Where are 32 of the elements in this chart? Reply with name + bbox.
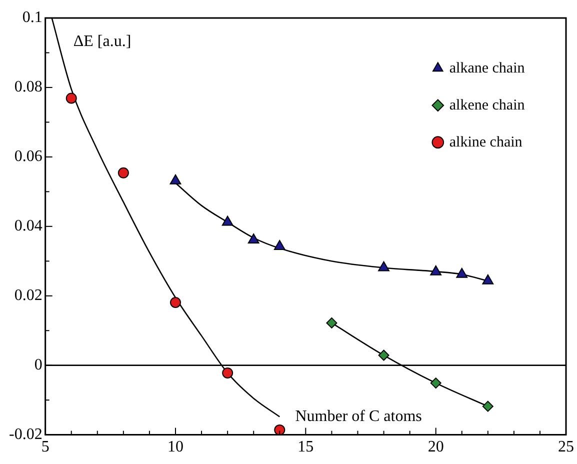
x-tick-label: 25 (558, 438, 574, 456)
point (326, 317, 338, 328)
point (222, 216, 234, 226)
point (482, 274, 494, 284)
point (430, 378, 442, 389)
point (248, 233, 260, 244)
point (274, 424, 286, 435)
legend-label: alkane chain (449, 60, 526, 76)
point (430, 265, 442, 276)
x-axis-title: Number of C atoms (295, 408, 422, 426)
point (222, 367, 234, 378)
y-tick-label: 0.1 (22, 9, 42, 26)
x-tick-label: 5 (41, 438, 50, 456)
legend-label: alkine chain (449, 134, 523, 150)
point (170, 296, 181, 308)
point (274, 240, 286, 250)
y-axis-title: ΔE [a.u.] (73, 33, 132, 50)
point (378, 350, 390, 361)
x-tick-label: 10 (167, 438, 184, 456)
y-tick-label: 0.06 (14, 148, 42, 166)
point (456, 268, 468, 278)
x-tick-label: 15 (298, 438, 314, 456)
x-tick-label: 20 (428, 438, 444, 456)
y-tick-label: 0.08 (14, 78, 42, 96)
y-tick-label: 0.04 (14, 218, 42, 235)
legend-label: alkene chain (449, 97, 526, 114)
y-tick-label: -0.02 (9, 426, 42, 444)
y-tick-label: 0.02 (14, 287, 42, 304)
point (482, 400, 494, 412)
point (170, 174, 182, 184)
y-tick-label: 0 (34, 356, 42, 374)
point (378, 261, 390, 272)
